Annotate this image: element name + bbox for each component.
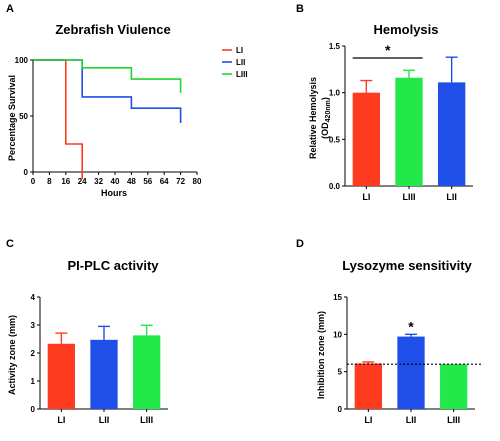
panel-c-title: PI-PLC activity: [67, 258, 159, 273]
panel-a-x-tick-label: 40: [111, 177, 120, 186]
panel-a-legend-label: LI: [236, 46, 243, 55]
panel-a-series-li: [33, 59, 83, 172]
panel-d-letter: D: [296, 238, 304, 250]
panel-d-title: Lysozyme sensitivity: [342, 258, 472, 273]
panel-a-title: Zebrafish Viulence: [55, 22, 170, 37]
panel-a-x-tick-label: 24: [78, 177, 87, 186]
panel-c: C PI-PLC activity Activity zone (mm) 0 1 2…: [6, 238, 168, 425]
panel-b-ylabel-close: ): [320, 97, 330, 100]
panel-a-ylabel: Percentage Survival: [7, 75, 17, 161]
panel-a-x-tick-label: 0: [31, 177, 36, 186]
panel-b-x-tick-label: LII: [446, 192, 457, 202]
panel-c-ylabel: Activity zone (mm): [7, 315, 17, 395]
panel-b: B Hemolysis Relative Hemolysis (OD420nm)…: [296, 3, 473, 202]
panel-d-y-tick-label: 5: [338, 368, 343, 377]
panel-b-bar-lii: [438, 82, 466, 186]
panel-b-chart: 0.0 0.5 1.0 1.5 LI LIII LII *: [329, 42, 473, 202]
panel-b-x-tick-label: LIII: [403, 192, 416, 202]
panel-a-axes: 0 50 100 0 8 16 24 32 40 48 56 64 72 80: [15, 56, 202, 186]
panel-b-letter: B: [296, 3, 304, 15]
panel-a-x-tick-label: 64: [160, 177, 169, 186]
panel-c-bar-liii: [133, 335, 161, 409]
panel-a-lines: [33, 59, 182, 179]
panel-d-bar-li: [354, 363, 382, 409]
panel-a-x-tick-label: 48: [127, 177, 136, 186]
panel-a-legend-label: LIII: [236, 70, 248, 79]
panel-c-x-tick-label: LII: [99, 415, 110, 425]
panel-c-bar-li: [47, 343, 75, 409]
panel-a-x-tick-label: 56: [143, 177, 152, 186]
panel-c-y-tick-label: 0: [31, 405, 36, 414]
panel-c-x-tick-label: LI: [57, 415, 65, 425]
panel-c-letter: C: [6, 238, 14, 250]
panel-d-x-tick-label: LII: [406, 415, 417, 425]
panel-b-significance-star: *: [385, 42, 391, 58]
panel-b-y-tick-label: 1.5: [329, 42, 341, 51]
panel-b-bar-liii: [395, 77, 423, 186]
panel-a-y-tick-label: 0: [24, 168, 29, 177]
panel-c-y-tick-label: 3: [31, 321, 36, 330]
panel-b-ylabel-subscript: 420nm: [325, 100, 332, 122]
panel-b-bar-li: [352, 92, 380, 186]
panel-a-y-tick-label: 100: [15, 56, 29, 65]
panel-c-chart: 0 1 2 3 4 LI LII LIII: [31, 293, 168, 425]
panel-a-x-tick-label: 16: [61, 177, 70, 186]
panel-d-annotation-star: *: [408, 318, 414, 334]
panel-b-y-tick-label: 0.5: [329, 135, 341, 144]
panel-b-x-tick-label: LI: [362, 192, 370, 202]
panel-d-x-tick-label: LI: [364, 415, 372, 425]
panel-b-ylabel-line2: (OD420nm): [320, 97, 332, 139]
panel-a-legend-label: LII: [236, 58, 245, 67]
panel-b-y-tick-label: 1.0: [329, 89, 341, 98]
panel-a-y-tick-label: 50: [19, 112, 28, 121]
panel-a: A Zebrafish Viulence Hours Percentage Su…: [6, 3, 248, 198]
panel-c-y-tick-label: 4: [31, 293, 36, 302]
panel-d-x-tick-label: LIII: [447, 415, 460, 425]
panel-d-y-tick-label: 0: [338, 405, 343, 414]
panel-d: D Lysozyme sensitivity Inhibition zone (…: [296, 238, 483, 425]
panel-a-x-tick-label: 72: [176, 177, 185, 186]
panel-a-x-tick-label: 8: [47, 177, 52, 186]
panel-d-y-tick-label: 10: [333, 330, 342, 339]
panel-c-x-tick-label: LIII: [140, 415, 153, 425]
panel-d-chart: 0 5 10 15 LI LII LIII *: [333, 293, 483, 425]
panel-d-bar-lii: [397, 336, 425, 409]
panel-d-bar-liii: [440, 364, 468, 409]
panel-c-bar-lii: [90, 339, 118, 409]
panel-a-x-tick-label: 32: [94, 177, 103, 186]
panel-b-title: Hemolysis: [373, 22, 438, 37]
panel-c-y-tick-label: 1: [31, 377, 36, 386]
panel-d-ylabel: Inhibition zone (mm): [316, 311, 326, 399]
panel-c-y-tick-label: 2: [31, 349, 36, 358]
panel-a-x-tick-label: 80: [193, 177, 202, 186]
panel-b-ylabel: Relative Hemolysis: [308, 77, 318, 159]
panel-b-y-tick-label: 0.0: [329, 182, 341, 191]
panel-a-series-liii: [33, 59, 182, 86]
panel-a-xlabel: Hours: [101, 188, 127, 198]
panel-b-ylabel-open: (OD: [320, 122, 330, 139]
panel-a-letter: A: [6, 3, 14, 15]
panel-a-legend: LI LII LIII: [222, 46, 248, 79]
panel-d-y-tick-label: 15: [333, 293, 342, 302]
